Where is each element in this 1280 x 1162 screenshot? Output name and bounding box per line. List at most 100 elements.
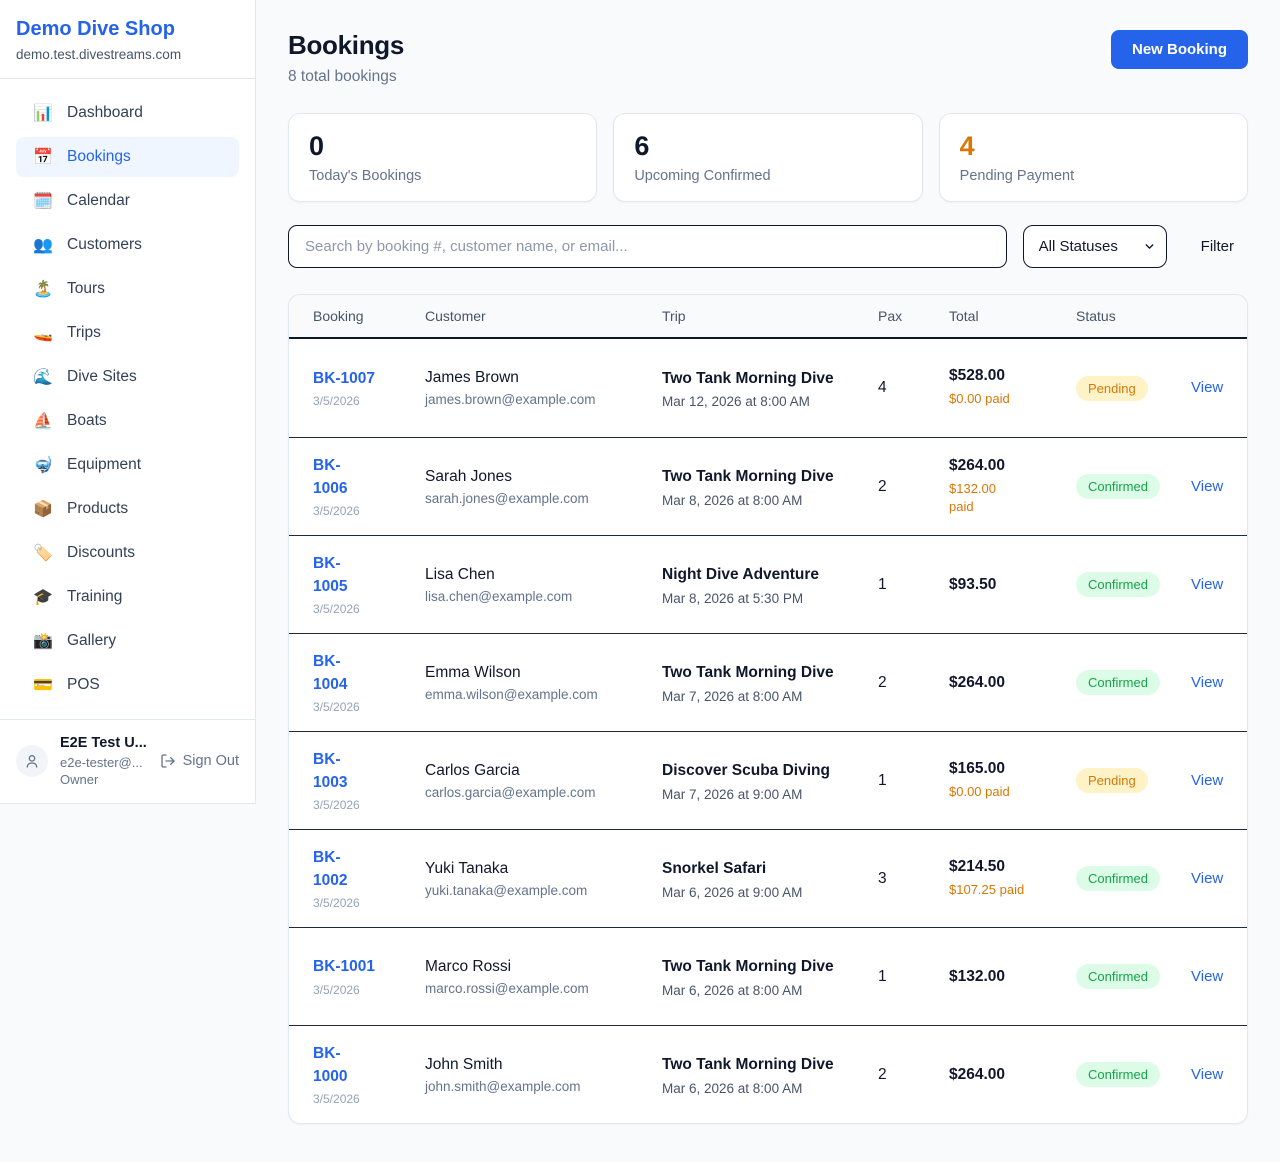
stat-label: Today's Bookings: [309, 168, 422, 184]
sidebar-item-tours[interactable]: 🏝️ Tours: [16, 269, 239, 309]
trip-datetime: Mar 7, 2026 at 8:00 AM: [662, 688, 803, 704]
trip-name: Two Tank Morning Dive: [662, 468, 834, 486]
booking-link[interactable]: BK- 1002: [313, 849, 348, 889]
sidebar: Demo Dive Shop demo.test.divestreams.com…: [0, 0, 256, 804]
total-amount: $132.00: [949, 967, 1006, 985]
gallery-icon: 📸: [33, 633, 53, 650]
booking-date: 3/5/2026: [313, 1091, 360, 1106]
trip-datetime: Mar 6, 2026 at 8:00 AM: [662, 1080, 803, 1096]
training-icon: 🎓: [33, 589, 53, 606]
sidebar-item-discounts[interactable]: 🏷️ Discounts: [16, 533, 239, 573]
sidebar-item-label: Boats: [67, 412, 107, 429]
customer-email: emma.wilson@example.com: [425, 686, 598, 702]
search-input[interactable]: [288, 225, 1007, 268]
booking-link[interactable]: BK- 1003: [313, 751, 348, 791]
booking-link[interactable]: BK-1001: [313, 958, 376, 976]
person-icon: [26, 755, 38, 768]
view-link[interactable]: View: [1191, 477, 1224, 495]
customer-name: James Brown: [425, 369, 519, 386]
customer-email: john.smith@example.com: [425, 1078, 581, 1094]
view-link[interactable]: View: [1191, 869, 1224, 887]
sidebar-item-label: Equipment: [67, 456, 142, 473]
sign-out-icon: [160, 754, 175, 768]
sidebar-item-boats[interactable]: ⛵ Boats: [16, 401, 239, 441]
discounts-icon: 🏷️: [33, 545, 53, 562]
booking-link[interactable]: BK- 1005: [313, 555, 348, 595]
customer-name: Sarah Jones: [425, 467, 513, 485]
new-booking-button[interactable]: New Booking: [1110, 30, 1248, 69]
total-amount: $264.00: [949, 673, 1006, 691]
booking-link[interactable]: BK- 1004: [313, 653, 348, 693]
stat-value: 0: [309, 131, 325, 161]
sidebar-item-pos[interactable]: 💳 POS: [16, 665, 239, 705]
page-subtitle: 8 total bookings: [288, 68, 397, 85]
stat-card-upcoming-confirmed: 6 Upcoming Confirmed: [613, 113, 923, 202]
pax-value: 1: [878, 771, 887, 789]
view-link[interactable]: View: [1191, 1065, 1224, 1083]
total-amount: $165.00: [949, 759, 1006, 777]
total-amount: $264.00: [949, 1065, 1006, 1083]
status-badge: Pending: [1076, 375, 1148, 401]
sidebar-item-equipment[interactable]: 🤿 Equipment: [16, 445, 239, 485]
stat-value: 4: [959, 131, 975, 161]
sidebar-item-products[interactable]: 📦 Products: [16, 489, 239, 529]
view-link[interactable]: View: [1191, 575, 1224, 593]
filter-button[interactable]: Filter: [1187, 228, 1248, 265]
stat-card-pending-payment: 4 Pending Payment: [938, 113, 1248, 202]
customer-name: Yuki Tanaka: [425, 859, 509, 877]
calendar-icon: 🗓️: [33, 193, 53, 210]
booking-link[interactable]: BK- 1000: [313, 1045, 348, 1085]
view-link[interactable]: View: [1191, 673, 1224, 691]
table-row: BK- 1004 3/5/2026 Emma Wilson emma.wilson…: [289, 633, 1247, 731]
stat-value: 6: [634, 131, 650, 161]
sidebar-item-trips[interactable]: 🚤 Trips: [16, 313, 239, 353]
status-filter-select[interactable]: All Statuses: [1022, 225, 1167, 268]
sidebar-item-dive-sites[interactable]: 🌊 Dive Sites: [16, 357, 239, 397]
customer-name: John Smith: [425, 1055, 503, 1073]
sidebar-item-label: Trips: [67, 324, 101, 341]
booking-link[interactable]: BK-1007: [313, 369, 376, 387]
table-row: BK- 1005 3/5/2026 Lisa Chen lisa.chen@exa…: [289, 535, 1247, 633]
status-badge: Confirmed: [1076, 572, 1160, 597]
brand-title: Demo Dive Shop: [16, 18, 175, 40]
equipment-icon: 🤿: [33, 457, 53, 474]
view-link[interactable]: View: [1191, 379, 1224, 396]
sidebar-item-training[interactable]: 🎓 Training: [16, 577, 239, 617]
user-name: E2E Test U...: [60, 735, 147, 751]
sidebar-item-gallery[interactable]: 📸 Gallery: [16, 621, 239, 661]
user-info: E2E Test U... e2e-tester@... Owner: [60, 734, 147, 789]
view-link[interactable]: View: [1191, 771, 1224, 789]
sign-out-button[interactable]: Sign Out: [160, 753, 239, 769]
sidebar-item-label: Dashboard: [67, 104, 143, 121]
filter-row: All Statuses Filter: [288, 225, 1248, 268]
pax-value: 3: [878, 869, 887, 887]
total-amount: $264.00: [949, 456, 1006, 474]
page-header: Bookings 8 total bookings New Booking: [288, 30, 1248, 86]
status-badge: Confirmed: [1076, 474, 1160, 499]
trip-datetime: Mar 12, 2026 at 8:00 AM: [662, 394, 810, 410]
total-amount: $528.00: [949, 367, 1006, 385]
booking-date: 3/5/2026: [313, 503, 360, 518]
sidebar-item-bookings[interactable]: 📅 Bookings: [16, 137, 239, 177]
trip-datetime: Mar 7, 2026 at 9:00 AM: [662, 786, 803, 802]
total-amount: $214.50: [949, 857, 1006, 875]
view-link[interactable]: View: [1191, 967, 1224, 985]
sidebar-item-label: Discounts: [67, 544, 136, 561]
column-header-trip: Trip: [662, 308, 686, 324]
customer-email: carlos.garcia@example.com: [425, 784, 596, 800]
main-content: Bookings 8 total bookings New Booking 0 …: [256, 0, 1280, 1144]
status-filter: All Statuses: [1022, 225, 1167, 268]
sidebar-item-calendar[interactable]: 🗓️ Calendar: [16, 181, 239, 221]
sidebar-item-customers[interactable]: 👥 Customers: [16, 225, 239, 265]
sidebar-item-dashboard[interactable]: 📊 Dashboard: [16, 93, 239, 133]
user-section: E2E Test U... e2e-tester@... Owner Sign …: [0, 719, 255, 803]
sidebar-nav: 📊 Dashboard 📅 Bookings 🗓️ Calendar 👥 Cus…: [0, 79, 255, 719]
status-badge: Confirmed: [1076, 964, 1160, 989]
pax-value: 2: [878, 673, 887, 691]
sidebar-item-label: Bookings: [67, 148, 131, 165]
customer-email: sarah.jones@example.com: [425, 490, 589, 506]
paid-amount: $107.25 paid: [949, 881, 1025, 897]
booking-link[interactable]: BK- 1006: [313, 457, 348, 497]
customer-email: james.brown@example.com: [425, 392, 596, 407]
